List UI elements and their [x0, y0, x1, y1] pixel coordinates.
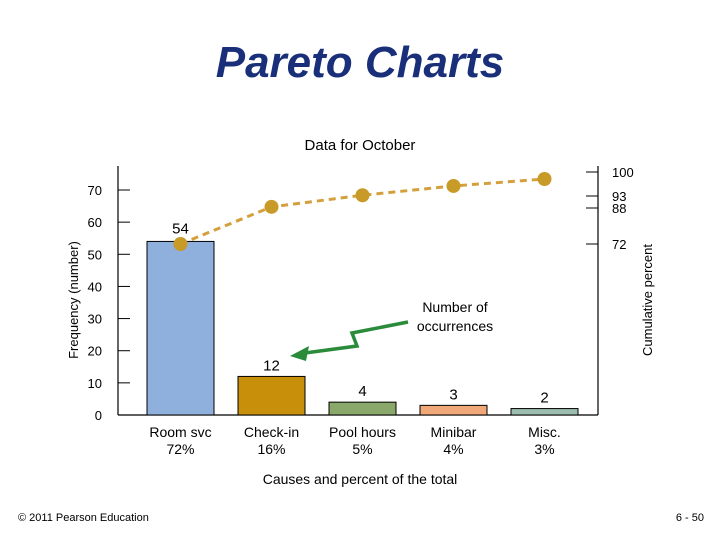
y-tick-label-30: 30: [88, 312, 102, 327]
cumulative-point-5: [537, 172, 552, 186]
y-tick-label-70: 70: [88, 183, 102, 198]
cumulative-point-4: [446, 178, 461, 193]
annotation-arrow-shaft: [304, 320, 409, 355]
annotation-arrowhead: [290, 346, 309, 361]
y-tick-label-20: 20: [88, 344, 102, 359]
y-axis-label: Frequency (number): [66, 241, 81, 359]
category-label-4: Minibar: [431, 424, 477, 440]
y-tick-label-50: 50: [88, 247, 102, 262]
y2-tick-label-93: 93: [612, 189, 626, 204]
page-number: 6 - 50: [675, 512, 704, 524]
x-axis-label: Causes and percent of the total: [263, 471, 458, 487]
cumulative-point-2: [264, 199, 279, 214]
category-percent-4: 4%: [443, 441, 463, 457]
y2-tick-label-100: 100: [612, 165, 634, 180]
bar-4: [419, 404, 488, 416]
bar-value-label-1: 54: [172, 220, 189, 237]
bar-value-label-5: 2: [540, 390, 548, 407]
y2-tick-label-72: 72: [612, 237, 626, 252]
cumulative-line: [179, 177, 545, 246]
bar-value-label-4: 3: [449, 386, 457, 403]
y-tick-label-40: 40: [88, 279, 102, 294]
slide-title: Pareto Charts: [215, 38, 505, 87]
cumulative-point-3: [355, 188, 370, 203]
bar-value-label-2: 12: [263, 357, 280, 374]
category-percent-2: 16%: [257, 441, 285, 457]
bar-3: [328, 401, 397, 416]
category-label-2: Check-in: [244, 424, 299, 440]
cumulative-point-1: [173, 237, 188, 251]
category-percent-3: 5%: [352, 441, 372, 457]
y2-axis-label: Cumulative percent: [640, 244, 655, 356]
bar-5: [510, 408, 579, 416]
category-percent-5: 3%: [534, 441, 554, 457]
y-tick-label-0: 0: [95, 408, 102, 423]
bar-value-label-3: 4: [358, 383, 366, 400]
category-label-3: Pool hours: [329, 424, 396, 440]
category-label-1: Room svc: [149, 424, 211, 440]
chart-title: Data for October: [305, 137, 416, 154]
annotation-line-2: occurrences: [417, 318, 493, 334]
bar-1: [146, 240, 215, 416]
y2-tick-label-88: 88: [612, 201, 626, 216]
copyright-footer: © 2011 Pearson Education: [18, 512, 149, 524]
y-tick-label-10: 10: [88, 376, 102, 391]
category-label-5: Misc.: [528, 424, 561, 440]
category-percent-1: 72%: [166, 441, 194, 457]
y-tick-label-60: 60: [88, 215, 102, 230]
annotation-line-1: Number of: [422, 299, 487, 315]
bar-2: [237, 375, 306, 416]
